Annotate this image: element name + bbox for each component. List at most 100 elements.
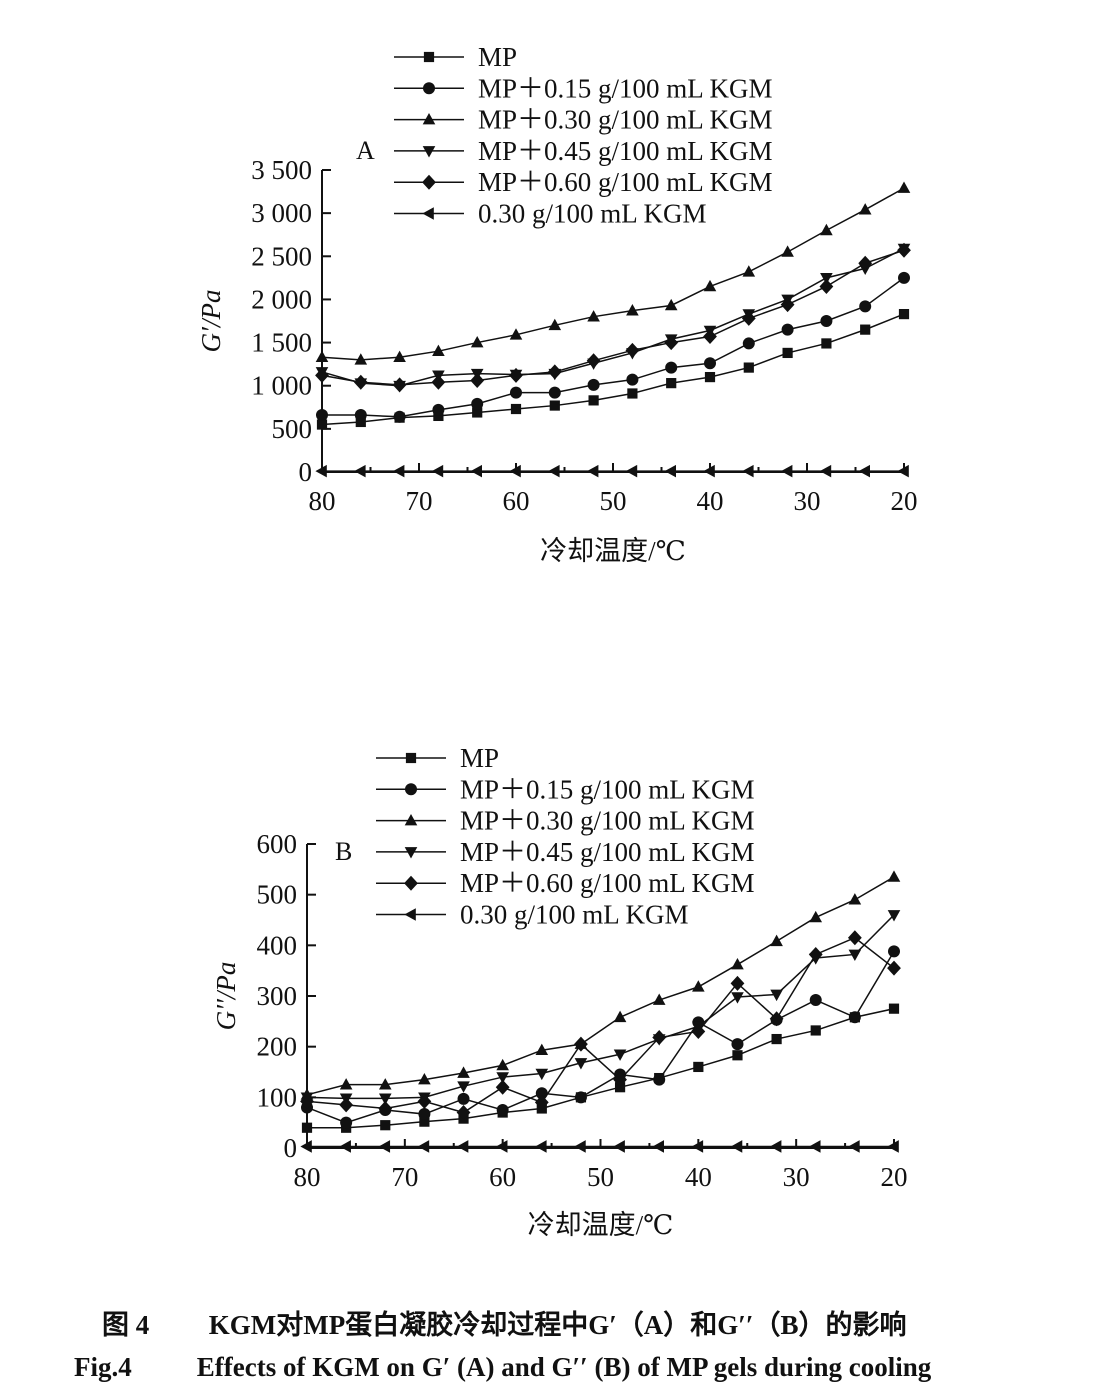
data-point	[496, 1072, 509, 1084]
data-point	[888, 945, 900, 958]
data-point	[665, 361, 678, 374]
data-point	[315, 464, 327, 478]
y-tick-label: 2 000	[251, 284, 312, 314]
series-0	[301, 1003, 900, 1133]
caption-cn-label: 图 4	[102, 1310, 150, 1340]
series-line	[322, 277, 905, 418]
data-point	[549, 400, 560, 411]
y-tick-label: 0	[299, 457, 313, 487]
x-tick-label: 50	[600, 486, 627, 516]
data-point	[781, 245, 794, 257]
series-line	[306, 876, 895, 1096]
series-4	[300, 930, 901, 1121]
data-point	[431, 374, 446, 390]
data-point	[703, 464, 715, 478]
data-point	[625, 464, 638, 478]
data-point	[613, 1072, 627, 1088]
data-point	[819, 464, 832, 478]
y-tick-label: 600	[257, 829, 298, 859]
data-point	[820, 223, 833, 236]
data-point	[574, 1140, 586, 1153]
series-3	[300, 910, 901, 1105]
panel-label: A	[356, 136, 375, 165]
data-point	[457, 1092, 470, 1105]
legend-marker	[404, 875, 418, 891]
data-point	[741, 310, 756, 326]
data-point	[316, 419, 328, 430]
legend-marker	[422, 174, 436, 190]
y-tick-label: 1 000	[251, 371, 312, 401]
data-point	[456, 1140, 469, 1153]
data-point	[456, 1105, 471, 1121]
data-point	[820, 273, 833, 285]
y-tick-label: 200	[257, 1032, 298, 1062]
data-point	[781, 464, 793, 478]
data-point	[858, 255, 873, 271]
legend-item: MP＋0.30 g/100 mL KGM	[394, 105, 773, 135]
data-point	[495, 1079, 510, 1095]
data-point	[771, 1033, 782, 1045]
y-tick-label: 100	[257, 1082, 298, 1112]
data-point	[808, 946, 823, 962]
data-point	[742, 464, 754, 478]
data-point	[417, 1093, 432, 1109]
data-point	[691, 1140, 704, 1153]
x-tick-label: 40	[697, 486, 724, 516]
data-point	[652, 1140, 664, 1153]
data-point	[693, 1061, 704, 1073]
data-point	[378, 1100, 393, 1116]
data-point	[664, 464, 676, 478]
data-point	[781, 323, 794, 336]
data-point	[897, 181, 911, 193]
series-2	[315, 181, 911, 365]
data-point	[470, 464, 482, 478]
data-point	[769, 1011, 784, 1027]
data-point	[574, 1036, 588, 1052]
caption-cn-text: KGM对MP蛋白凝胶冷却过程中G′（A）和G′′（B）的影响	[208, 1310, 907, 1340]
data-point	[418, 1108, 431, 1121]
legend-item: MP＋0.15 g/100 mL KGM	[376, 774, 755, 804]
data-point	[848, 949, 862, 962]
data-point	[809, 910, 823, 923]
data-point	[340, 1116, 353, 1129]
data-point	[731, 992, 744, 1004]
data-point	[887, 1140, 899, 1153]
data-point	[457, 1066, 470, 1078]
data-point	[770, 1140, 782, 1153]
legend-label: MP＋0.45 g/100 mL KGM	[460, 837, 755, 867]
legend-marker	[405, 783, 417, 796]
y-tick-label: 0	[284, 1133, 298, 1163]
panel-label: B	[335, 837, 352, 866]
data-point	[613, 1010, 627, 1023]
data-point	[548, 464, 560, 478]
data-point	[810, 1025, 821, 1036]
data-point	[355, 416, 366, 428]
data-point	[626, 304, 639, 316]
y-tick-label: 300	[257, 981, 298, 1011]
data-point	[848, 1011, 861, 1024]
data-point	[393, 410, 406, 423]
data-point	[354, 353, 368, 365]
data-point	[431, 464, 444, 478]
data-point	[496, 1104, 509, 1116]
data-point	[858, 203, 872, 215]
x-tick-label: 20	[891, 486, 918, 516]
x-tick-label: 40	[685, 1162, 712, 1192]
legend-label: MP＋0.45 g/100 mL KGM	[478, 136, 773, 166]
legend-label: 0.30 g/100 mL KGM	[478, 199, 707, 229]
data-point	[848, 1140, 860, 1153]
data-point	[809, 994, 822, 1007]
data-point	[586, 353, 601, 369]
y-axis-label: G′′/Pa	[211, 962, 241, 1031]
data-point	[315, 367, 329, 383]
data-point	[417, 1140, 430, 1153]
legend-label: MP	[478, 42, 517, 72]
data-point	[392, 377, 407, 393]
data-point	[339, 1140, 351, 1153]
series-line	[306, 936, 895, 1114]
data-point	[301, 1122, 313, 1133]
legend-label: 0.30 g/100 mL KGM	[460, 900, 689, 930]
data-point	[664, 298, 678, 311]
data-point	[535, 1140, 547, 1153]
data-point	[770, 934, 783, 947]
